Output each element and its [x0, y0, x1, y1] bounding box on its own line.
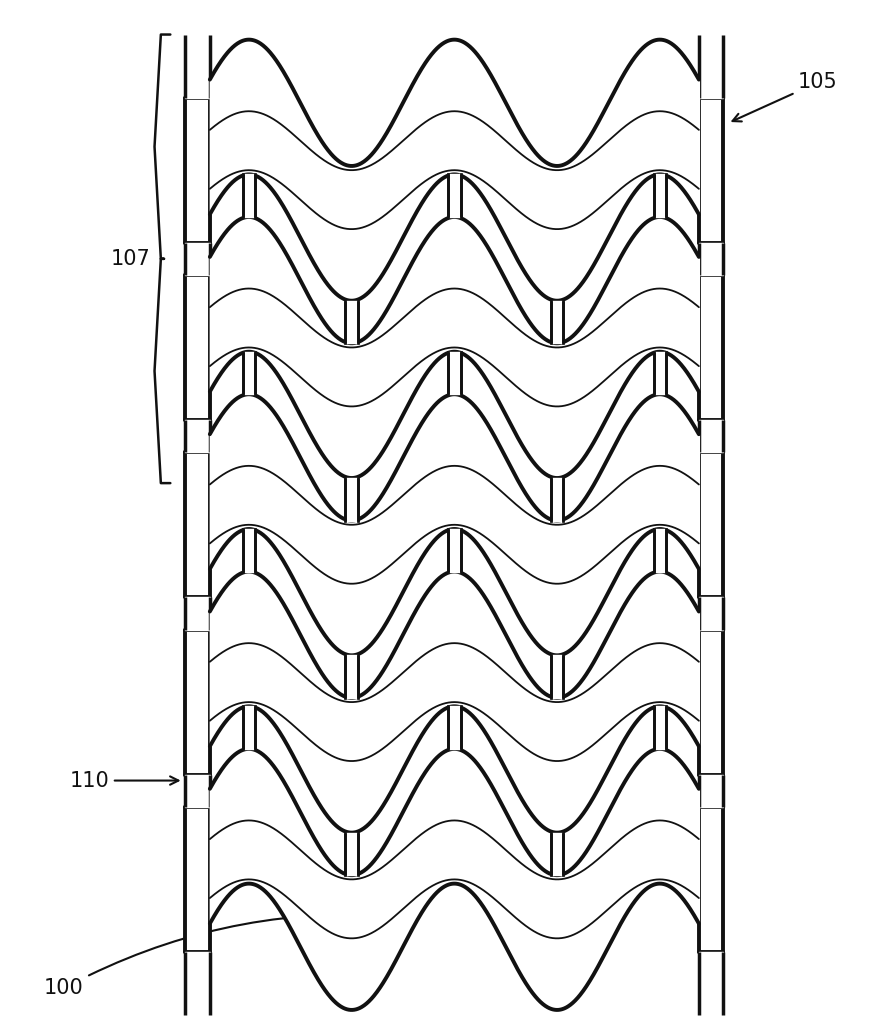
Bar	[185, 807, 210, 952]
Text: 107: 107	[111, 249, 150, 269]
Bar	[698, 630, 723, 774]
Text: 110: 110	[69, 770, 178, 791]
Bar	[185, 275, 210, 420]
Text: 100: 100	[44, 912, 405, 999]
Bar	[185, 452, 210, 597]
Bar	[185, 98, 210, 243]
Bar	[698, 275, 723, 420]
Bar	[698, 452, 723, 597]
Bar	[698, 807, 723, 952]
Bar	[698, 98, 723, 243]
Bar	[185, 630, 210, 774]
Text: 105: 105	[731, 72, 837, 121]
